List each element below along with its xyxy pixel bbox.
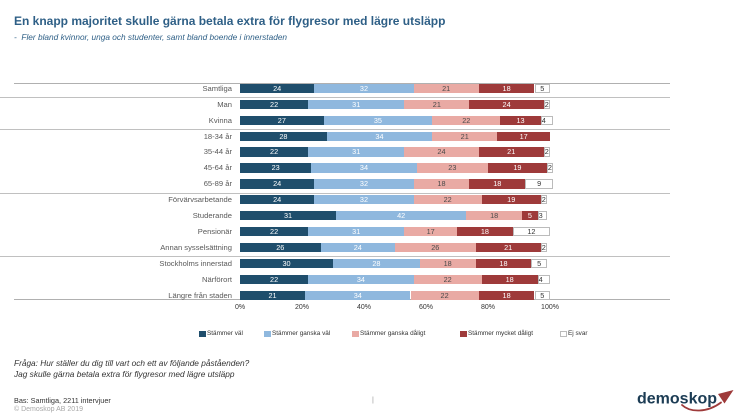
svg-text:demoskop: demoskop xyxy=(637,391,717,408)
